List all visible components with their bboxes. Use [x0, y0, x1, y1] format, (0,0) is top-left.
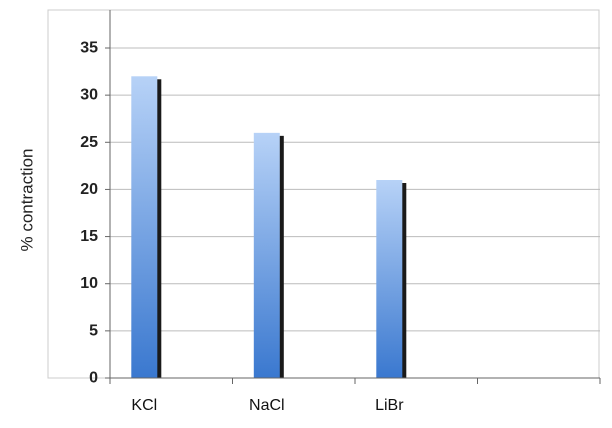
x-category-label: LiBr — [375, 397, 404, 414]
y-tick-label: 35 — [80, 40, 98, 57]
bars — [131, 76, 407, 379]
x-category-label: KCl — [131, 397, 157, 414]
y-tick-label: 5 — [89, 322, 98, 339]
bar — [131, 76, 158, 379]
plot-frame — [47, 9, 600, 379]
bar — [376, 180, 403, 378]
x-category-label: NaCl — [249, 397, 285, 414]
x-axis-categories: KCl NaCl LiBr — [109, 378, 601, 414]
bar — [253, 132, 280, 378]
gridlines — [110, 47, 600, 332]
y-tick-label: 30 — [80, 87, 98, 104]
y-tick-label: 0 — [89, 370, 98, 387]
y-axis-title: % contraction — [17, 149, 36, 252]
y-tick-label: 20 — [80, 181, 98, 198]
y-axis-ticks: 0 5 10 15 20 25 30 35 — [80, 40, 110, 387]
y-tick-label: 15 — [80, 228, 98, 245]
y-tick-label: 10 — [80, 275, 98, 292]
y-tick-label: 25 — [80, 134, 98, 151]
